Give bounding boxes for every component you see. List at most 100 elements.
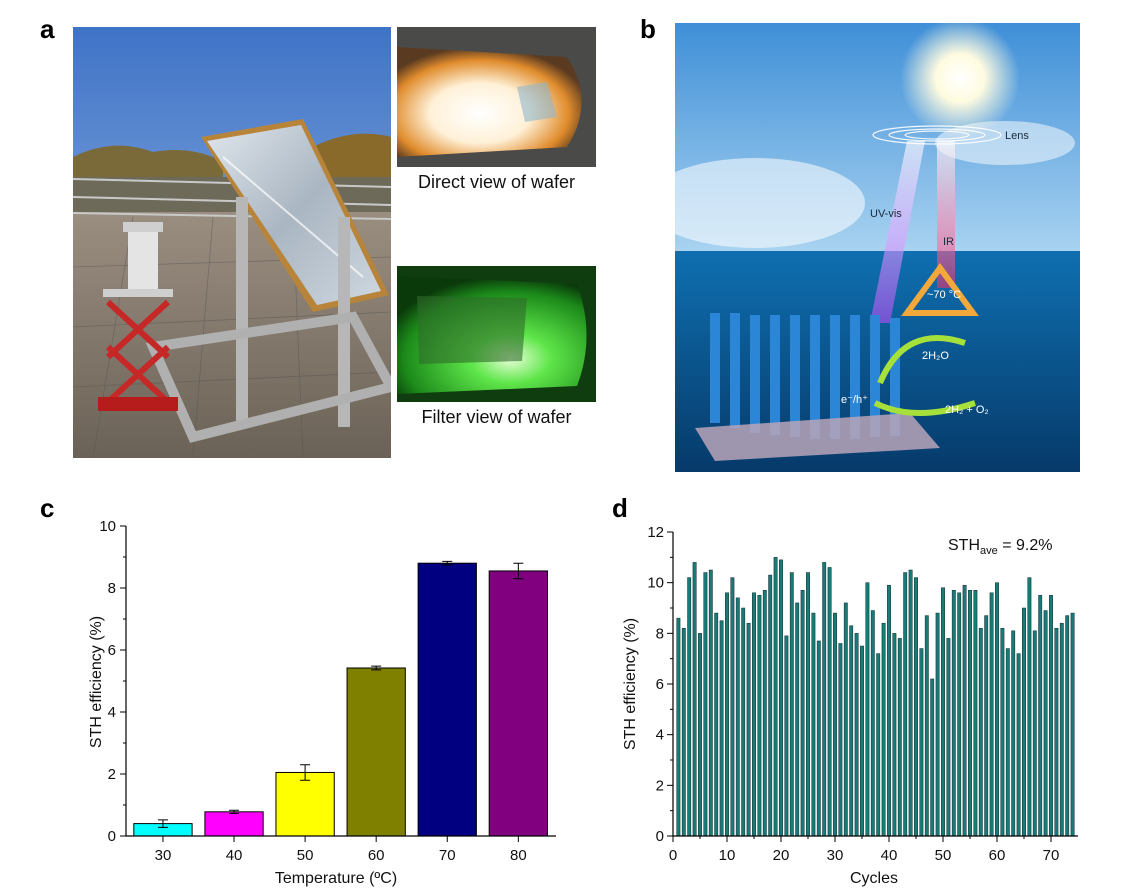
chart-d-bar	[784, 635, 789, 837]
chart-c-x-tick-label: 30	[155, 847, 172, 864]
chart-d-bar	[951, 590, 956, 837]
chart-d-bar	[930, 678, 935, 837]
chart-d-bar	[681, 628, 686, 837]
chart-d-bar	[843, 602, 848, 837]
chart-d-x-axis-label: Cycles	[850, 870, 898, 887]
chart-d-bar	[806, 572, 810, 837]
chart-d-bar	[968, 590, 972, 837]
chart-d-bar	[833, 612, 837, 837]
chart-d-bar	[687, 577, 692, 837]
chart-c-error-bar-70	[442, 560, 453, 566]
chart-d-bar	[1049, 595, 1053, 837]
chart-d-bar	[811, 612, 816, 837]
chart-d-bar	[789, 572, 794, 837]
chart-d-bar	[692, 562, 697, 837]
chart-d-bar	[978, 628, 983, 837]
chart-d-bar	[708, 569, 713, 837]
chart-d-bar	[1022, 607, 1026, 837]
lens-label: Lens	[1005, 130, 1029, 142]
chart-d-bar	[773, 557, 778, 837]
chart-d-bar	[768, 574, 773, 837]
chart-d-x-tick-label: 30	[827, 847, 844, 864]
panel-letter-b: b	[640, 14, 656, 44]
chart-d-bar	[897, 638, 902, 837]
chart-d-bar	[1065, 615, 1070, 837]
chart-c-x-tick-label: 40	[226, 847, 243, 864]
chart-c-x-tick-label: 80	[510, 847, 527, 864]
chart-c-temperature-efficiency: 30 40 50 60 70 80 0 2 4 6 8 10 STH efficiency (%) T…	[88, 518, 556, 887]
ir-label: IR	[943, 236, 954, 248]
chart-d-bar	[714, 612, 719, 837]
chart-d-bar	[849, 625, 854, 837]
chart-d-bar	[1070, 612, 1075, 837]
chart-d-y-tick-label: 2	[656, 777, 664, 794]
chart-c-y-tick-label: 2	[108, 766, 116, 783]
uv-vis-label: UV-vis	[870, 208, 902, 220]
chart-d-bar	[1059, 622, 1064, 837]
chart-d-bar	[989, 592, 994, 837]
chart-d-bar	[741, 607, 746, 837]
chart-c-x-tick-label: 70	[439, 847, 456, 864]
chart-d-bar	[762, 590, 767, 837]
chart-c-bar-80	[488, 570, 548, 837]
chart-c-error-bar-80	[513, 562, 524, 580]
chart-d-bar	[735, 597, 740, 837]
charge-carrier-label: e⁻/h⁺	[841, 394, 868, 406]
chart-d-x-tick-label: 40	[881, 847, 898, 864]
chart-d-bar	[1000, 628, 1005, 837]
chart-d-y-tick-label: 4	[656, 727, 664, 744]
chart-d-bar	[973, 590, 978, 837]
chart-d-bar	[1027, 577, 1032, 837]
concept-illustration: Lens UV-vis IR ~70 °C 2H₂O 2H₂ + O₂ e⁻/h…	[675, 23, 1080, 472]
chart-d-bar	[935, 612, 940, 837]
chart-d-plot-area: 0 2 4 6 8 10 12 0 10 20 30 40 50 60 70	[647, 524, 1078, 864]
chart-d-bar	[995, 582, 999, 837]
chart-d-bar	[822, 562, 827, 837]
chart-d-bar	[914, 577, 918, 837]
chart-d-x-tick-label: 0	[669, 847, 677, 864]
chart-d-bar	[941, 587, 945, 837]
chart-d-y-tick-label: 10	[647, 575, 664, 592]
chart-d-x-tick-label: 60	[989, 847, 1006, 864]
direct-view-caption: Direct view of wafer	[417, 172, 576, 192]
filter-view-caption: Filter view of wafer	[421, 407, 572, 427]
chart-d-bar	[1016, 653, 1021, 837]
chart-d-bar	[876, 653, 881, 837]
chart-d-bar	[924, 615, 929, 837]
chart-d-y-tick-label: 0	[656, 828, 664, 845]
chart-d-bar	[746, 622, 751, 837]
chart-d-bar	[752, 592, 756, 837]
chart-d-x-tick-label: 50	[935, 847, 952, 864]
chart-d-bar	[1054, 628, 1059, 837]
chart-c-error-bar-50	[300, 764, 311, 781]
water-label: 2H₂O	[922, 350, 949, 362]
chart-c-y-axis-label: STH efficiency (%)	[88, 616, 105, 748]
chart-d-y-tick-label: 12	[647, 524, 664, 541]
chart-d-bar	[957, 592, 962, 837]
chart-c-error-bar-40	[229, 809, 240, 814]
rooftop-setup-photo	[73, 27, 391, 458]
chart-d-cycle-stability: 0 2 4 6 8 10 12 0 10 20 30 40 50 60 70 STH efficiency …	[622, 524, 1078, 887]
chart-d-bar	[946, 638, 951, 837]
panel-letter-d: d	[612, 493, 628, 523]
chart-d-x-tick-label: 10	[719, 847, 736, 864]
chart-d-bar	[779, 559, 783, 837]
chart-c-bar-40	[204, 811, 264, 837]
chart-c-error-bar-60	[371, 665, 382, 671]
chart-c-plot-area: 30 40 50 60 70 80 0 2 4 6 8 10	[99, 518, 556, 864]
chart-c-error-bar-30	[157, 819, 168, 828]
chart-d-bar	[1043, 610, 1048, 837]
chart-d-bar	[881, 622, 886, 837]
chart-d-bar	[962, 584, 967, 837]
chart-d-bar	[757, 595, 762, 837]
temperature-label: ~70 °C	[927, 289, 961, 301]
chart-c-x-tick-label: 60	[368, 847, 385, 864]
products-label: 2H₂ + O₂	[945, 404, 989, 416]
chart-d-bar	[860, 645, 864, 837]
chart-c-x-axis-label: Temperature (ºC)	[275, 870, 397, 887]
chart-d-bar	[719, 620, 724, 837]
chart-d-bar	[730, 577, 735, 837]
chart-d-bar	[816, 640, 821, 837]
chart-c-y-tick-label: 10	[99, 518, 116, 535]
chart-d-bar	[838, 643, 843, 837]
